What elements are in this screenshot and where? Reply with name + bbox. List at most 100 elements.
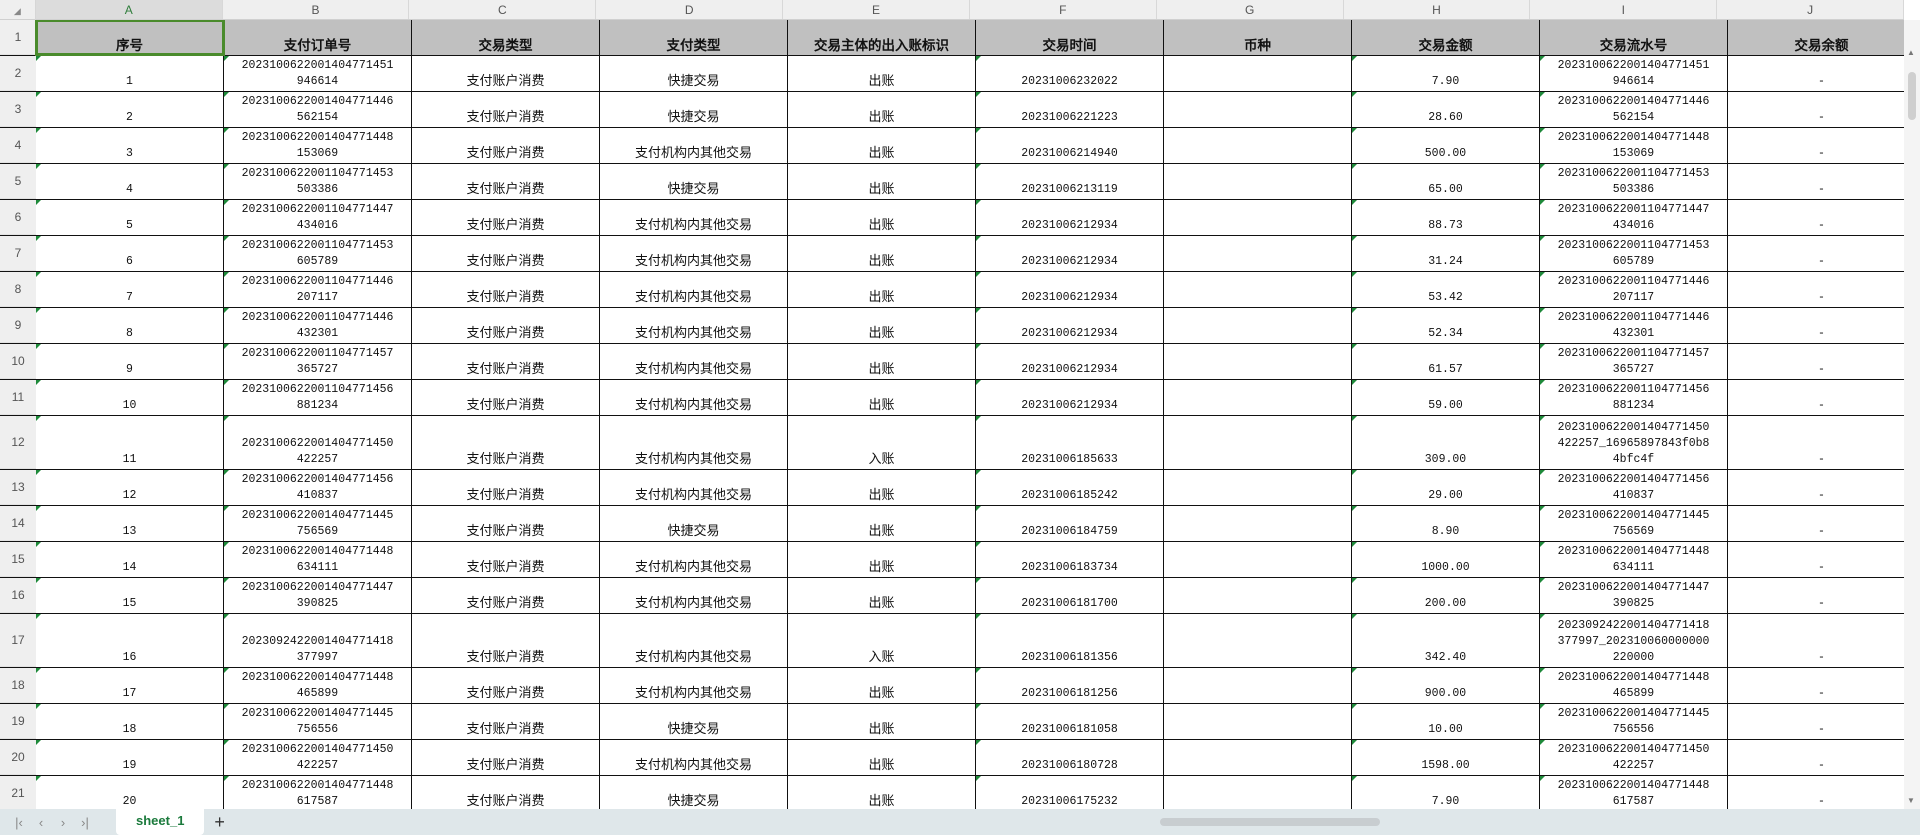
cell-h[interactable]: 52.34 <box>1352 308 1540 343</box>
cell-g[interactable] <box>1164 272 1352 307</box>
cell-d[interactable]: 快捷交易 <box>600 776 788 809</box>
cell-f[interactable]: 20231006212934 <box>976 236 1164 271</box>
column-header-b[interactable]: B <box>223 0 410 19</box>
cell-h[interactable]: 900.00 <box>1352 668 1540 703</box>
cell-f[interactable]: 20231006185242 <box>976 470 1164 505</box>
cell-e[interactable]: 出账 <box>788 380 976 415</box>
cell-i[interactable]: 2023100622001104771453605789 <box>1540 236 1728 271</box>
cell-b[interactable]: 2023100622001104771457365727 <box>224 344 412 379</box>
cell-h[interactable]: 7.90 <box>1352 56 1540 91</box>
row-number[interactable]: 16 <box>0 578 36 613</box>
cell-e[interactable]: 出账 <box>788 308 976 343</box>
cell-e[interactable]: 出账 <box>788 740 976 775</box>
cell-d[interactable]: 支付机构内其他交易 <box>600 668 788 703</box>
cell-d[interactable]: 快捷交易 <box>600 506 788 541</box>
cell-g[interactable] <box>1164 578 1352 613</box>
horizontal-scroll-thumb[interactable] <box>1160 818 1380 826</box>
cell-a[interactable]: 7 <box>36 272 224 307</box>
row-number[interactable]: 20 <box>0 740 36 775</box>
cell-f[interactable]: 20231006185633 <box>976 416 1164 469</box>
cell-c[interactable]: 支付账户消费 <box>412 578 600 613</box>
cell-a[interactable]: 5 <box>36 200 224 235</box>
cell-i[interactable]: 2023100622001404771451946614 <box>1540 56 1728 91</box>
cell-d[interactable]: 快捷交易 <box>600 164 788 199</box>
cell-j[interactable]: - <box>1728 506 1904 541</box>
cell-d[interactable]: 支付机构内其他交易 <box>600 236 788 271</box>
cell-j[interactable]: - <box>1728 128 1904 163</box>
cell-h[interactable]: 342.40 <box>1352 614 1540 667</box>
cell-c[interactable]: 支付账户消费 <box>412 506 600 541</box>
cell-j[interactable]: - <box>1728 776 1904 809</box>
cell-d[interactable]: 支付机构内其他交易 <box>600 380 788 415</box>
cell-i[interactable]: 2023100622001104771447434016 <box>1540 200 1728 235</box>
column-header-e[interactable]: E <box>783 0 970 19</box>
cell-c[interactable]: 支付账户消费 <box>412 128 600 163</box>
scroll-down-icon[interactable]: ▼ <box>1907 796 1915 805</box>
cell-f[interactable]: 20231006212934 <box>976 380 1164 415</box>
cell-c[interactable]: 支付账户消费 <box>412 200 600 235</box>
row-number[interactable]: 2 <box>0 56 36 91</box>
cell-b[interactable]: 2023100622001104771453605789 <box>224 236 412 271</box>
cell-a[interactable]: 15 <box>36 578 224 613</box>
vertical-scrollbar[interactable]: ▲ ▼ <box>1904 20 1920 809</box>
cell-j[interactable]: - <box>1728 200 1904 235</box>
row-number[interactable]: 17 <box>0 614 36 667</box>
cell-h[interactable]: 7.90 <box>1352 776 1540 809</box>
header-cell-h[interactable]: 交易金额 <box>1352 20 1540 55</box>
column-header-c[interactable]: C <box>409 0 597 19</box>
cell-h[interactable]: 500.00 <box>1352 128 1540 163</box>
cell-g[interactable] <box>1164 380 1352 415</box>
cell-j[interactable]: - <box>1728 164 1904 199</box>
cell-a[interactable]: 6 <box>36 236 224 271</box>
cell-f[interactable]: 20231006232022 <box>976 56 1164 91</box>
cell-e[interactable]: 出账 <box>788 776 976 809</box>
cell-h[interactable]: 10.00 <box>1352 704 1540 739</box>
cell-a[interactable]: 4 <box>36 164 224 199</box>
cell-e[interactable]: 出账 <box>788 236 976 271</box>
cell-a[interactable]: 13 <box>36 506 224 541</box>
cell-i[interactable]: 2023100622001404771445756556 <box>1540 704 1728 739</box>
cell-c[interactable]: 支付账户消费 <box>412 470 600 505</box>
column-header-g[interactable]: G <box>1157 0 1344 19</box>
cell-c[interactable]: 支付账户消费 <box>412 776 600 809</box>
cell-h[interactable]: 309.00 <box>1352 416 1540 469</box>
cell-e[interactable]: 出账 <box>788 578 976 613</box>
cell-h[interactable]: 200.00 <box>1352 578 1540 613</box>
cell-d[interactable]: 支付机构内其他交易 <box>600 578 788 613</box>
cell-a[interactable]: 12 <box>36 470 224 505</box>
cell-f[interactable]: 20231006221223 <box>976 92 1164 127</box>
column-header-d[interactable]: D <box>596 0 784 19</box>
cell-h[interactable]: 61.57 <box>1352 344 1540 379</box>
cell-h[interactable]: 1598.00 <box>1352 740 1540 775</box>
cell-d[interactable]: 快捷交易 <box>600 56 788 91</box>
cell-h[interactable]: 8.90 <box>1352 506 1540 541</box>
row-number[interactable]: 3 <box>0 92 36 127</box>
cell-i[interactable]: 2023100622001404771448617587 <box>1540 776 1728 809</box>
cell-e[interactable]: 出账 <box>788 272 976 307</box>
cell-j[interactable]: - <box>1728 344 1904 379</box>
cell-c[interactable]: 支付账户消费 <box>412 308 600 343</box>
cell-b[interactable]: 2023100622001104771453503386 <box>224 164 412 199</box>
cell-e[interactable]: 入账 <box>788 416 976 469</box>
cell-i[interactable]: 2023100622001404771447390825 <box>1540 578 1728 613</box>
cell-d[interactable]: 支付机构内其他交易 <box>600 614 788 667</box>
cell-i[interactable]: 2023100622001104771446432301 <box>1540 308 1728 343</box>
header-cell-a[interactable]: 序号 <box>35 20 225 56</box>
cell-a[interactable]: 1 <box>36 56 224 91</box>
cell-g[interactable] <box>1164 704 1352 739</box>
cell-c[interactable]: 支付账户消费 <box>412 344 600 379</box>
cell-e[interactable]: 出账 <box>788 92 976 127</box>
cell-j[interactable]: - <box>1728 740 1904 775</box>
cell-d[interactable]: 支付机构内其他交易 <box>600 470 788 505</box>
cell-j[interactable]: - <box>1728 56 1904 91</box>
row-number[interactable]: 10 <box>0 344 36 379</box>
cell-a[interactable]: 11 <box>36 416 224 469</box>
cell-e[interactable]: 出账 <box>788 470 976 505</box>
cell-g[interactable] <box>1164 308 1352 343</box>
column-header-i[interactable]: I <box>1530 0 1718 19</box>
next-sheet-icon[interactable]: › <box>60 814 66 830</box>
cell-f[interactable]: 20231006181058 <box>976 704 1164 739</box>
row-number[interactable]: 9 <box>0 308 36 343</box>
cell-e[interactable]: 出账 <box>788 506 976 541</box>
cell-f[interactable]: 20231006181256 <box>976 668 1164 703</box>
